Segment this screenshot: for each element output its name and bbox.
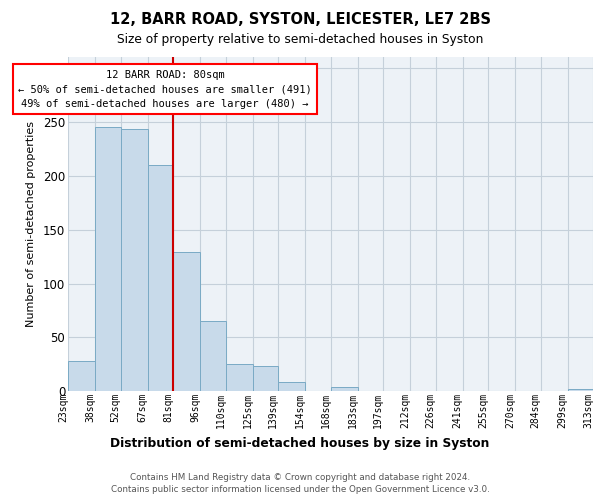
Bar xyxy=(253,366,278,392)
Bar xyxy=(278,382,305,392)
Text: Contains HM Land Registry data © Crown copyright and database right 2024.: Contains HM Land Registry data © Crown c… xyxy=(130,472,470,482)
Bar xyxy=(148,165,173,392)
Text: 12 BARR ROAD: 80sqm
← 50% of semi-detached houses are smaller (491)
49% of semi-: 12 BARR ROAD: 80sqm ← 50% of semi-detach… xyxy=(18,70,312,109)
Text: 12, BARR ROAD, SYSTON, LEICESTER, LE7 2BS: 12, BARR ROAD, SYSTON, LEICESTER, LE7 2B… xyxy=(110,12,491,28)
Y-axis label: Number of semi-detached properties: Number of semi-detached properties xyxy=(26,121,36,327)
Text: Size of property relative to semi-detached houses in Syston: Size of property relative to semi-detach… xyxy=(117,32,483,46)
Bar xyxy=(226,364,253,392)
Bar xyxy=(568,390,593,392)
Bar xyxy=(95,127,121,392)
Bar xyxy=(68,361,95,392)
Bar xyxy=(331,387,358,392)
Bar xyxy=(121,129,148,392)
Bar xyxy=(200,322,226,392)
Text: Contains public sector information licensed under the Open Government Licence v3: Contains public sector information licen… xyxy=(110,485,490,494)
Bar xyxy=(173,252,200,392)
Text: Distribution of semi-detached houses by size in Syston: Distribution of semi-detached houses by … xyxy=(110,438,490,450)
